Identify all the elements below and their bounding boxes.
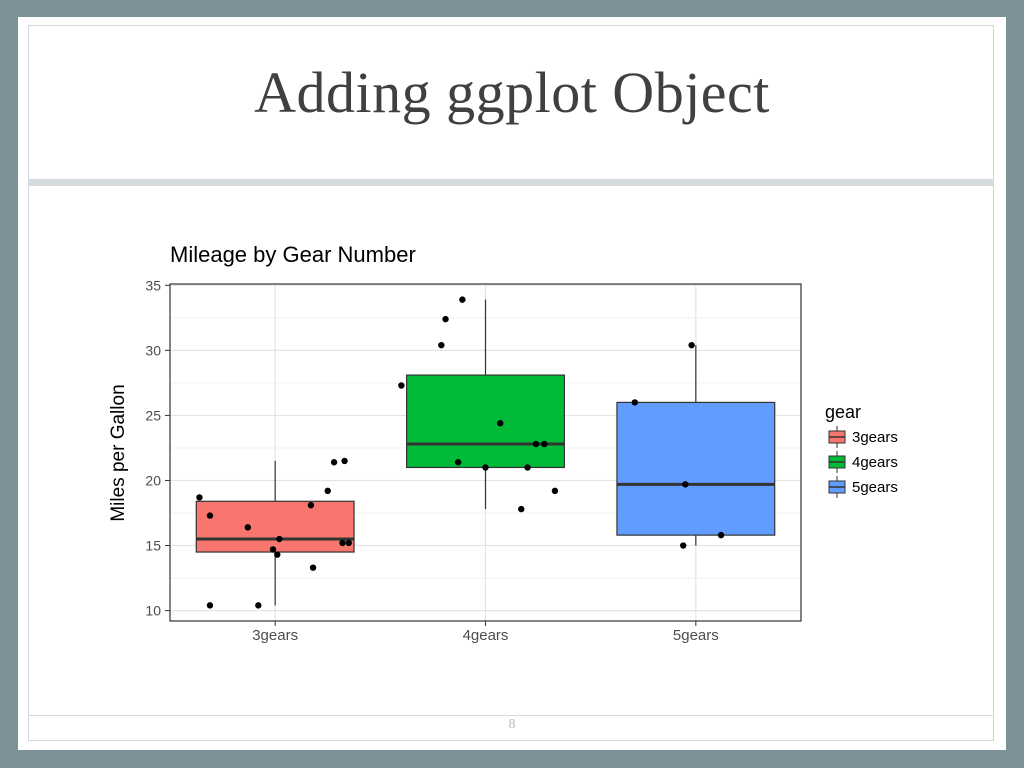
title-divider (28, 179, 994, 186)
whiskers (274, 299, 697, 606)
y-tick-label: 35 (145, 277, 161, 293)
boxes (195, 374, 776, 553)
data-point (276, 535, 283, 543)
legend: gear 3gears 4gears 5gears (825, 402, 898, 498)
legend-label: 5gears (852, 479, 898, 496)
y-tick-label: 15 (145, 538, 161, 554)
x-tick-label: 3gears (252, 627, 298, 644)
box-4gears (406, 374, 565, 469)
data-point (341, 457, 348, 465)
y-axis-title: Miles per Gallon (108, 384, 129, 521)
data-point (717, 531, 725, 539)
data-point (206, 602, 214, 609)
x-tick-label: 5gears (673, 627, 719, 644)
y-tick-label: 10 (145, 603, 161, 619)
footer-divider (28, 715, 994, 716)
data-point (339, 539, 346, 547)
data-point (398, 382, 405, 389)
data-point (459, 296, 466, 303)
slide-title: Adding ggplot Object (254, 60, 770, 125)
data-point (274, 551, 281, 558)
data-point (688, 341, 695, 349)
y-tick-label: 25 (145, 407, 161, 423)
data-point (438, 341, 445, 349)
legend-label: 4gears (852, 454, 898, 471)
data-point (532, 440, 540, 448)
slide-frame (28, 25, 994, 741)
data-point (244, 524, 252, 531)
x-tick-label: 4gears (463, 627, 509, 644)
data-point (324, 487, 331, 495)
y-tick-label: 20 (145, 472, 161, 488)
data-point (307, 501, 315, 509)
data-point (206, 512, 214, 519)
data-point (442, 315, 449, 323)
y-axis: 10 15 20 25 30 35 (145, 277, 170, 619)
data-point (345, 539, 352, 547)
data-point (196, 494, 203, 501)
data-point (269, 546, 277, 553)
data-point (482, 464, 489, 471)
y-tick-label: 30 (145, 342, 161, 358)
chart-title: Mileage by Gear Number (170, 242, 416, 267)
data-point (680, 542, 687, 549)
data-point (309, 564, 317, 571)
data-point (631, 399, 639, 406)
data-point (551, 487, 559, 495)
data-point (454, 459, 462, 466)
data-point (524, 464, 531, 471)
box-3gears (195, 500, 355, 553)
data-point (330, 459, 338, 466)
data-point (497, 420, 504, 427)
x-axis: 3gears 4gears 5gears (252, 621, 719, 644)
page-number: 8 (508, 717, 516, 732)
data-point (682, 481, 689, 488)
legend-title: gear (825, 402, 861, 422)
data-point (541, 440, 548, 448)
data-point (518, 505, 525, 513)
data-point (255, 602, 262, 609)
legend-label: 3gears (852, 429, 898, 446)
points (196, 296, 725, 609)
box-5gears (616, 401, 776, 536)
